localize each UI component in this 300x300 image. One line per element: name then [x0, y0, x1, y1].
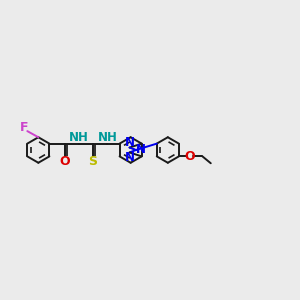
Text: N: N — [136, 143, 146, 157]
Text: NH: NH — [98, 131, 117, 145]
Text: N: N — [124, 136, 134, 149]
Text: NH: NH — [69, 131, 89, 145]
Text: O: O — [184, 150, 195, 163]
Text: N: N — [124, 151, 134, 164]
Text: F: F — [20, 122, 28, 134]
Text: O: O — [59, 154, 70, 167]
Text: S: S — [88, 154, 98, 167]
